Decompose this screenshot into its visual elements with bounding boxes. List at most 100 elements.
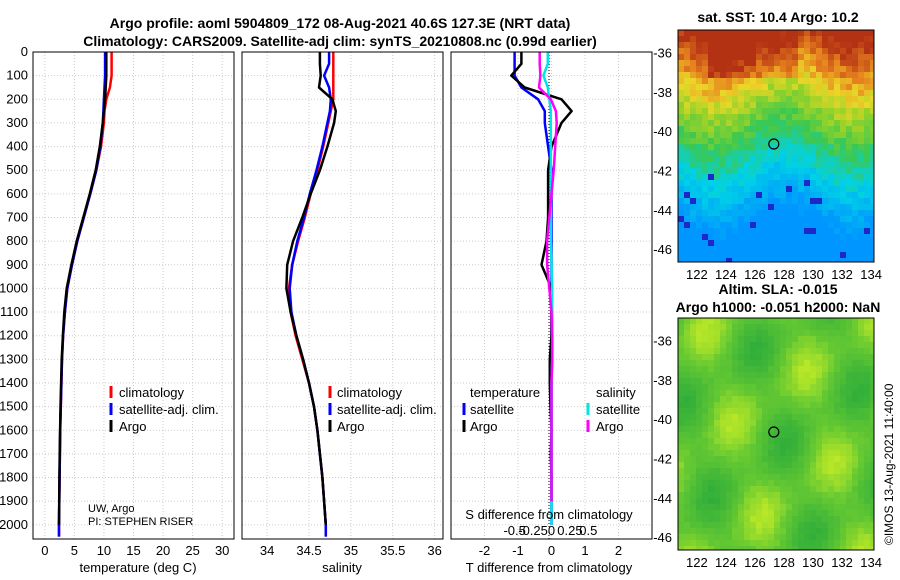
heatmap-cell: [690, 168, 697, 175]
heatmap-cell: [846, 498, 853, 505]
heatmap-cell: [744, 528, 751, 535]
heatmap-cell: [750, 138, 757, 145]
heatmap-cell: [864, 402, 871, 409]
heatmap-cell: [720, 36, 727, 43]
heatmap-cell: [702, 480, 709, 487]
heatmap-cell: [804, 174, 811, 181]
heatmap-cell: [840, 444, 847, 451]
heatmap-cell: [732, 126, 739, 133]
heatmap-cell: [756, 138, 763, 145]
heatmap-cell: [864, 144, 871, 151]
legend-t-satellite-label: satellite: [470, 402, 514, 417]
heatmap-cell: [744, 240, 751, 247]
heatmap-cell: [768, 456, 775, 463]
s-tick-label: 0.5: [579, 523, 597, 538]
heatmap-cell: [804, 186, 811, 193]
heatmap-cell: [774, 90, 781, 97]
heatmap-cell: [822, 234, 829, 241]
heatmap-cell: [804, 204, 811, 211]
heatmap-cell: [684, 462, 691, 469]
heatmap-cell: [846, 468, 853, 475]
heatmap-cell: [732, 138, 739, 145]
salinity-panel: 34 34.5 35 35.5 36 salinity climatology sate…: [241, 51, 444, 575]
depth-tick-label: 100: [6, 68, 28, 83]
t-difference-tick-labels: -2 -1 0 1 2: [479, 543, 622, 558]
heatmap-cell: [792, 384, 799, 391]
heatmap-cell: [846, 102, 853, 109]
heatmap-cell: [816, 240, 823, 247]
heatmap-cell: [780, 216, 787, 223]
heatmap-cell: [702, 492, 709, 499]
heatmap-cell: [744, 90, 751, 97]
heatmap-cell: [816, 354, 823, 361]
heatmap-cell: [852, 468, 859, 475]
heatmap-cell: [780, 438, 787, 445]
heatmap-cell: [846, 324, 853, 331]
heatmap-cell: [762, 402, 769, 409]
heatmap-cell: [816, 444, 823, 451]
heatmap-cell: [738, 414, 745, 421]
heatmap-cell: [708, 48, 715, 55]
heatmap-cell: [726, 546, 733, 550]
heatmap-cell: [870, 222, 874, 229]
heatmap-cell: [678, 546, 685, 550]
depth-tick-label: 1500: [0, 399, 28, 414]
heatmap-cell: [780, 366, 787, 373]
heatmap-cell: [840, 546, 847, 550]
heatmap-cell: [708, 174, 715, 181]
heatmap-cell: [798, 126, 805, 133]
heatmap-cell: [840, 198, 847, 205]
heatmap-cell: [786, 318, 793, 325]
heatmap-cell: [738, 186, 745, 193]
heatmap-cell: [714, 342, 721, 349]
heatmap-cell: [846, 66, 853, 73]
heatmap-cell: [690, 504, 697, 511]
heatmap-cell: [846, 198, 853, 205]
heatmap-cell: [786, 384, 793, 391]
heatmap-cell: [816, 462, 823, 469]
heatmap-cell: [756, 42, 763, 49]
heatmap-cell: [768, 516, 775, 523]
heatmap-cell: [720, 534, 727, 541]
heatmap-cell: [846, 366, 853, 373]
heatmap-cell: [852, 234, 859, 241]
heatmap-cell: [750, 234, 757, 241]
heatmap-cell: [738, 246, 745, 253]
heatmap-cell: [846, 516, 853, 523]
heatmap-cell: [822, 516, 829, 523]
heatmap-cell: [792, 192, 799, 199]
heatmap-cell: [702, 324, 709, 331]
heatmap-cell: [732, 252, 739, 259]
heatmap-cell: [732, 72, 739, 79]
depth-tick-label: 200: [6, 91, 28, 106]
heatmap-cell: [744, 450, 751, 457]
heatmap-cell: [834, 234, 841, 241]
heatmap-cell: [798, 108, 805, 115]
heatmap-cell: [792, 198, 799, 205]
heatmap-cell: [768, 546, 775, 550]
heatmap-cell: [768, 186, 775, 193]
heatmap-cell: [726, 60, 733, 67]
heatmap-cell: [726, 222, 733, 229]
heatmap-cell: [780, 492, 787, 499]
heatmap-cell: [726, 102, 733, 109]
heatmap-cell: [828, 102, 835, 109]
heatmap-cell: [870, 66, 874, 73]
heatmap-cell: [678, 384, 685, 391]
heatmap-cell: [690, 522, 697, 529]
heatmap-cell: [750, 462, 757, 469]
heatmap-cell: [858, 258, 865, 262]
heatmap-cell: [756, 324, 763, 331]
heatmap-cell: [858, 180, 865, 187]
lon-tick-label: 122: [686, 555, 708, 570]
heatmap-cell: [804, 54, 811, 61]
heatmap-cell: [792, 444, 799, 451]
heatmap-cell: [870, 528, 874, 535]
heatmap-cell: [852, 540, 859, 547]
heatmap-cell: [864, 180, 871, 187]
heatmap-cell: [750, 72, 757, 79]
heatmap-cell: [834, 150, 841, 157]
heatmap-cell: [822, 132, 829, 139]
heatmap-cell: [768, 204, 775, 211]
heatmap-cell: [768, 342, 775, 349]
